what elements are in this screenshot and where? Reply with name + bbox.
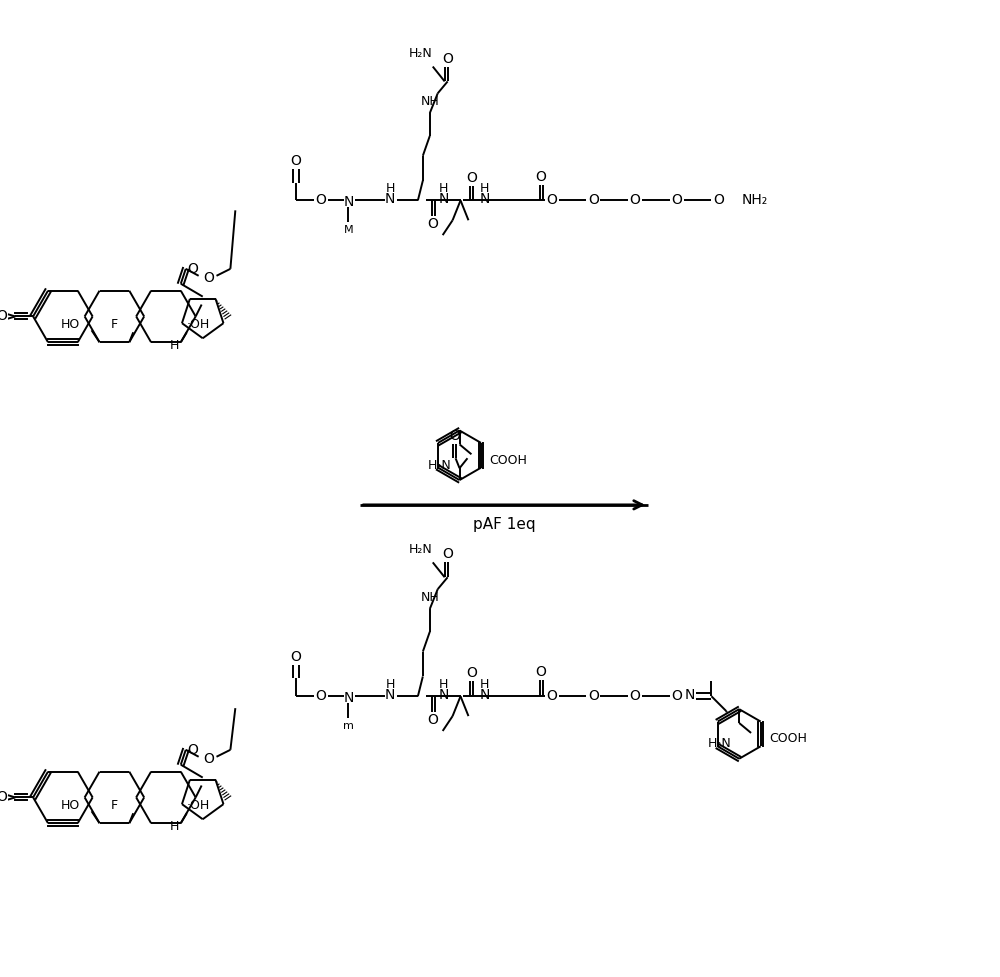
- Text: N: N: [385, 192, 395, 206]
- Text: O: O: [442, 547, 453, 562]
- Text: HO: HO: [60, 799, 80, 812]
- Text: O: O: [535, 170, 546, 184]
- Text: O: O: [187, 743, 198, 757]
- Text: COOH: COOH: [489, 453, 527, 467]
- Text: NH₂: NH₂: [741, 193, 767, 207]
- Text: O: O: [315, 193, 326, 207]
- Text: ·OH: ·OH: [187, 318, 210, 331]
- Text: O: O: [466, 666, 477, 680]
- Text: H: H: [439, 678, 448, 691]
- Text: ·OH: ·OH: [187, 799, 210, 812]
- Text: O: O: [203, 751, 214, 766]
- Text: O: O: [449, 430, 460, 444]
- Text: O: O: [713, 193, 724, 207]
- Text: M: M: [344, 225, 353, 235]
- Text: O: O: [671, 193, 682, 207]
- Text: NH: NH: [420, 95, 439, 107]
- Text: N: N: [438, 192, 449, 206]
- Text: F: F: [111, 799, 118, 812]
- Text: H₂N: H₂N: [409, 47, 433, 61]
- Text: O: O: [588, 689, 599, 703]
- Text: F: F: [111, 318, 118, 331]
- Text: NH: NH: [420, 590, 439, 604]
- Text: H₂N: H₂N: [409, 543, 433, 556]
- Text: H: H: [439, 182, 448, 195]
- Text: N: N: [385, 688, 395, 702]
- Text: O: O: [588, 193, 599, 207]
- Text: COOH: COOH: [769, 733, 807, 745]
- Text: O: O: [427, 713, 438, 727]
- Text: H: H: [385, 182, 395, 195]
- Text: O: O: [630, 193, 641, 207]
- Text: N: N: [479, 688, 490, 702]
- Text: H: H: [480, 678, 489, 691]
- Text: N: N: [343, 195, 354, 209]
- Text: H₂N: H₂N: [428, 458, 452, 472]
- Text: O: O: [290, 650, 301, 663]
- Text: N: N: [479, 192, 490, 206]
- Text: O: O: [671, 689, 682, 703]
- Text: O: O: [535, 665, 546, 679]
- Text: O: O: [546, 193, 557, 207]
- Text: m: m: [343, 721, 354, 731]
- Text: H: H: [170, 820, 180, 833]
- Text: N: N: [438, 688, 449, 702]
- Text: O: O: [630, 689, 641, 703]
- Text: O: O: [546, 689, 557, 703]
- Text: O: O: [442, 52, 453, 65]
- Text: O: O: [203, 271, 214, 284]
- Text: O: O: [466, 171, 477, 185]
- Text: H: H: [480, 182, 489, 195]
- Text: O: O: [290, 153, 301, 168]
- Text: O: O: [427, 217, 438, 232]
- Text: O: O: [0, 310, 7, 323]
- Text: O: O: [315, 689, 326, 703]
- Text: H₂N: H₂N: [708, 738, 731, 750]
- Text: H: H: [170, 339, 180, 352]
- Text: N: N: [684, 688, 695, 702]
- Text: HO: HO: [60, 318, 80, 331]
- Text: O: O: [187, 262, 198, 276]
- Text: O: O: [0, 790, 7, 804]
- Text: H: H: [385, 678, 395, 691]
- Text: pAF 1eq: pAF 1eq: [473, 517, 535, 532]
- Text: N: N: [343, 692, 354, 705]
